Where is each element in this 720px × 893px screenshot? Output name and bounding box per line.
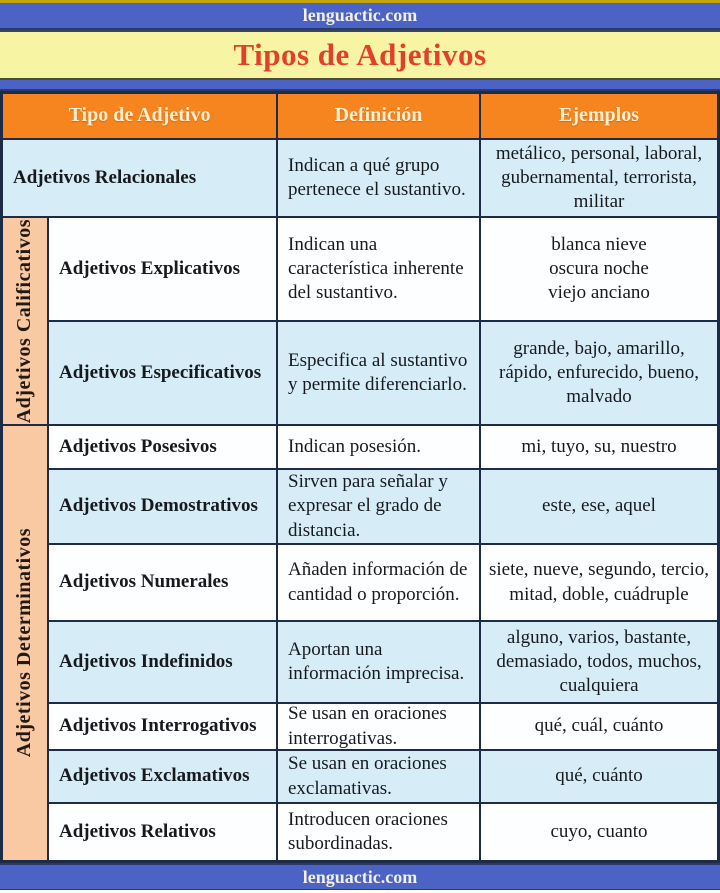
row-type-relativos: Adjetivos Relativos: [49, 804, 276, 860]
row-type-indefinidos: Adjetivos Indefinidos: [49, 622, 276, 702]
header-definicion: Definición: [278, 94, 479, 138]
group-calificativos-label: Adjetivos Calificativos: [13, 218, 36, 424]
site-url-bottom: lenguactic.com: [302, 866, 418, 887]
row-type-interrogativos: Adjetivos Interrogativos: [49, 704, 276, 749]
row-type-relacionales: Adjetivos Relacionales: [3, 140, 276, 216]
row-examples-especificativos: grande, bajo, amarillo, rápido, enfureci…: [481, 322, 717, 424]
top-site-banner: lenguactic.com: [0, 3, 720, 30]
row-examples-explicativos: blanca nieve oscura noche viejo anciano: [481, 218, 717, 320]
row-type-posesivos: Adjetivos Posesivos: [49, 426, 276, 468]
row-definition-relacionales: Indican a qué grupo pertenece el sustant…: [278, 140, 479, 216]
header-ejemplos: Ejemplos: [481, 94, 717, 138]
row-type-exclamativos: Adjetivos Exclamativos: [49, 751, 276, 802]
row-definition-indefinidos: Aportan una información imprecisa.: [278, 622, 479, 702]
row-examples-relacionales: metálico, personal, laboral, gubernament…: [481, 140, 717, 216]
row-definition-exclamativos: Se usan en oraciones exclamativas.: [278, 751, 479, 802]
row-type-explicativos: Adjetivos Explicativos: [49, 218, 276, 320]
row-examples-posesivos: mi, tuyo, su, nuestro: [481, 426, 717, 468]
top-gold-line: [0, 0, 720, 3]
row-definition-posesivos: Indican posesión.: [278, 426, 479, 468]
row-definition-especificativos: Especifica al sustantivo y permite difer…: [278, 322, 479, 424]
row-definition-relativos: Introducen oraciones subordinadas.: [278, 804, 479, 860]
row-definition-numerales: Añaden información de cantidad o proporc…: [278, 545, 479, 620]
group-determinativos-label: Adjetivos Determinativos: [13, 528, 36, 758]
row-examples-relativos: cuyo, cuanto: [481, 804, 717, 860]
row-type-especificativos: Adjetivos Especificativos: [49, 322, 276, 424]
row-type-numerales: Adjetivos Numerales: [49, 545, 276, 620]
header-tipo-de-adjetivo: Tipo de Adjetivo: [3, 94, 276, 138]
adjectives-table: Tipo de Adjetivo Definición Ejemplos Adj…: [0, 91, 720, 863]
row-examples-demostrativos: este, ese, aquel: [481, 470, 717, 543]
row-type-demostrativos: Adjetivos Demostrativos: [49, 470, 276, 543]
row-examples-indefinidos: alguno, varios, bastante, demasiado, tod…: [481, 622, 717, 702]
bottom-site-banner: lenguactic.com: [0, 863, 720, 890]
row-definition-interrogativos: Se usan en oraciones interrogativas.: [278, 703, 479, 749]
title-band: Tipos de Adjetivos: [0, 30, 720, 80]
row-definition-demostrativos: Sirven para señalar y expresar el grado …: [278, 470, 479, 543]
row-examples-numerales: siete, nueve, segundo, tercio, mitad, do…: [481, 545, 717, 620]
group-calificativos: Adjetivos Calificativos: [3, 218, 47, 424]
site-url-top: lenguactic.com: [302, 5, 418, 25]
blue-divider-strip: [0, 80, 720, 91]
group-determinativos: Adjetivos Determinativos: [3, 426, 47, 860]
row-definition-explicativos: Indican una característica inherente del…: [278, 218, 479, 320]
page-title: Tipos de Adjetivos: [233, 37, 487, 72]
row-examples-exclamativos: qué, cuánto: [481, 751, 717, 802]
row-examples-interrogativos: qué, cuál, cuánto: [481, 704, 717, 749]
